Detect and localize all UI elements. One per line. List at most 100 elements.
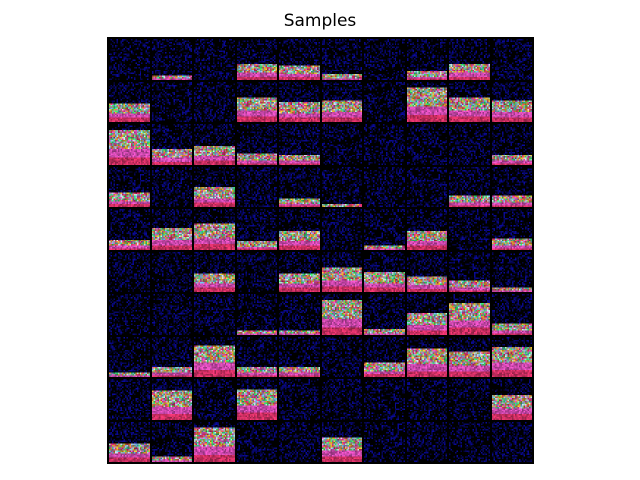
sample-tile	[152, 422, 193, 463]
sample-tile	[364, 294, 405, 335]
sample-tile	[492, 337, 533, 378]
sample-tile	[194, 82, 235, 123]
sample-tile	[364, 167, 405, 208]
sample-tile	[492, 379, 533, 420]
sample-tile	[364, 209, 405, 250]
sample-tile	[152, 39, 193, 80]
sample-tile	[364, 422, 405, 463]
figure-title: Samples	[0, 11, 640, 31]
sample-tile	[492, 294, 533, 335]
sample-tile	[279, 39, 320, 80]
sample-tile	[152, 124, 193, 165]
sample-tile	[449, 252, 490, 293]
sample-tile	[407, 337, 448, 378]
sample-tile	[322, 422, 363, 463]
sample-tile	[194, 252, 235, 293]
sample-tile	[492, 39, 533, 80]
sample-tile	[449, 82, 490, 123]
sample-tile	[407, 294, 448, 335]
sample-tile	[194, 124, 235, 165]
sample-tile	[322, 167, 363, 208]
sample-tile	[364, 252, 405, 293]
sample-tile	[322, 39, 363, 80]
sample-tile	[279, 294, 320, 335]
sample-tile	[449, 209, 490, 250]
sample-tile	[322, 82, 363, 123]
sample-tile	[449, 124, 490, 165]
sample-tile	[449, 422, 490, 463]
sample-tile	[407, 124, 448, 165]
sample-tile	[194, 167, 235, 208]
sample-tile	[109, 167, 150, 208]
sample-tile	[109, 252, 150, 293]
sample-tile	[279, 209, 320, 250]
sample-tile	[322, 209, 363, 250]
sample-tile	[109, 379, 150, 420]
sample-tile	[237, 252, 278, 293]
sample-tile	[237, 39, 278, 80]
sample-tile	[237, 167, 278, 208]
sample-tile	[194, 209, 235, 250]
sample-tile	[449, 379, 490, 420]
sample-tile	[492, 252, 533, 293]
sample-tile	[152, 209, 193, 250]
sample-tile	[194, 422, 235, 463]
sample-tile	[109, 39, 150, 80]
sample-tile	[492, 209, 533, 250]
sample-tile	[194, 39, 235, 80]
sample-tile	[492, 167, 533, 208]
sample-tile	[279, 167, 320, 208]
sample-tile	[279, 422, 320, 463]
sample-tile	[237, 209, 278, 250]
sample-tile	[279, 379, 320, 420]
sample-tile	[407, 379, 448, 420]
sample-tile	[449, 294, 490, 335]
sample-tile	[449, 39, 490, 80]
sample-tile	[407, 422, 448, 463]
sample-tile	[322, 294, 363, 335]
sample-tile	[322, 337, 363, 378]
sample-grid	[107, 37, 534, 464]
sample-tile	[152, 252, 193, 293]
sample-tile	[322, 124, 363, 165]
sample-tile	[237, 124, 278, 165]
sample-tile	[279, 337, 320, 378]
sample-tile	[364, 39, 405, 80]
sample-tile	[364, 379, 405, 420]
sample-tile	[364, 337, 405, 378]
sample-tile	[194, 379, 235, 420]
sample-tile	[152, 82, 193, 123]
sample-tile	[109, 124, 150, 165]
sample-tile	[152, 294, 193, 335]
sample-tile	[237, 379, 278, 420]
sample-tile	[322, 379, 363, 420]
sample-tile	[194, 294, 235, 335]
sample-tile	[109, 294, 150, 335]
sample-tile	[279, 82, 320, 123]
sample-tile	[364, 82, 405, 123]
sample-tile	[194, 337, 235, 378]
sample-tile	[449, 337, 490, 378]
sample-tile	[152, 337, 193, 378]
sample-tile	[152, 379, 193, 420]
sample-tile	[364, 124, 405, 165]
sample-tile	[237, 422, 278, 463]
sample-tile	[109, 209, 150, 250]
sample-tile	[279, 124, 320, 165]
sample-tile	[237, 294, 278, 335]
sample-tile	[449, 167, 490, 208]
sample-tile	[407, 82, 448, 123]
sample-tile	[492, 82, 533, 123]
sample-tile	[407, 209, 448, 250]
sample-tile	[407, 167, 448, 208]
sample-tile	[109, 422, 150, 463]
sample-tile	[322, 252, 363, 293]
sample-tile	[237, 337, 278, 378]
sample-tile	[109, 337, 150, 378]
sample-tile	[279, 252, 320, 293]
sample-tile	[492, 124, 533, 165]
sample-tile	[152, 167, 193, 208]
sample-tile	[492, 422, 533, 463]
sample-tile	[109, 82, 150, 123]
sample-tile	[407, 39, 448, 80]
